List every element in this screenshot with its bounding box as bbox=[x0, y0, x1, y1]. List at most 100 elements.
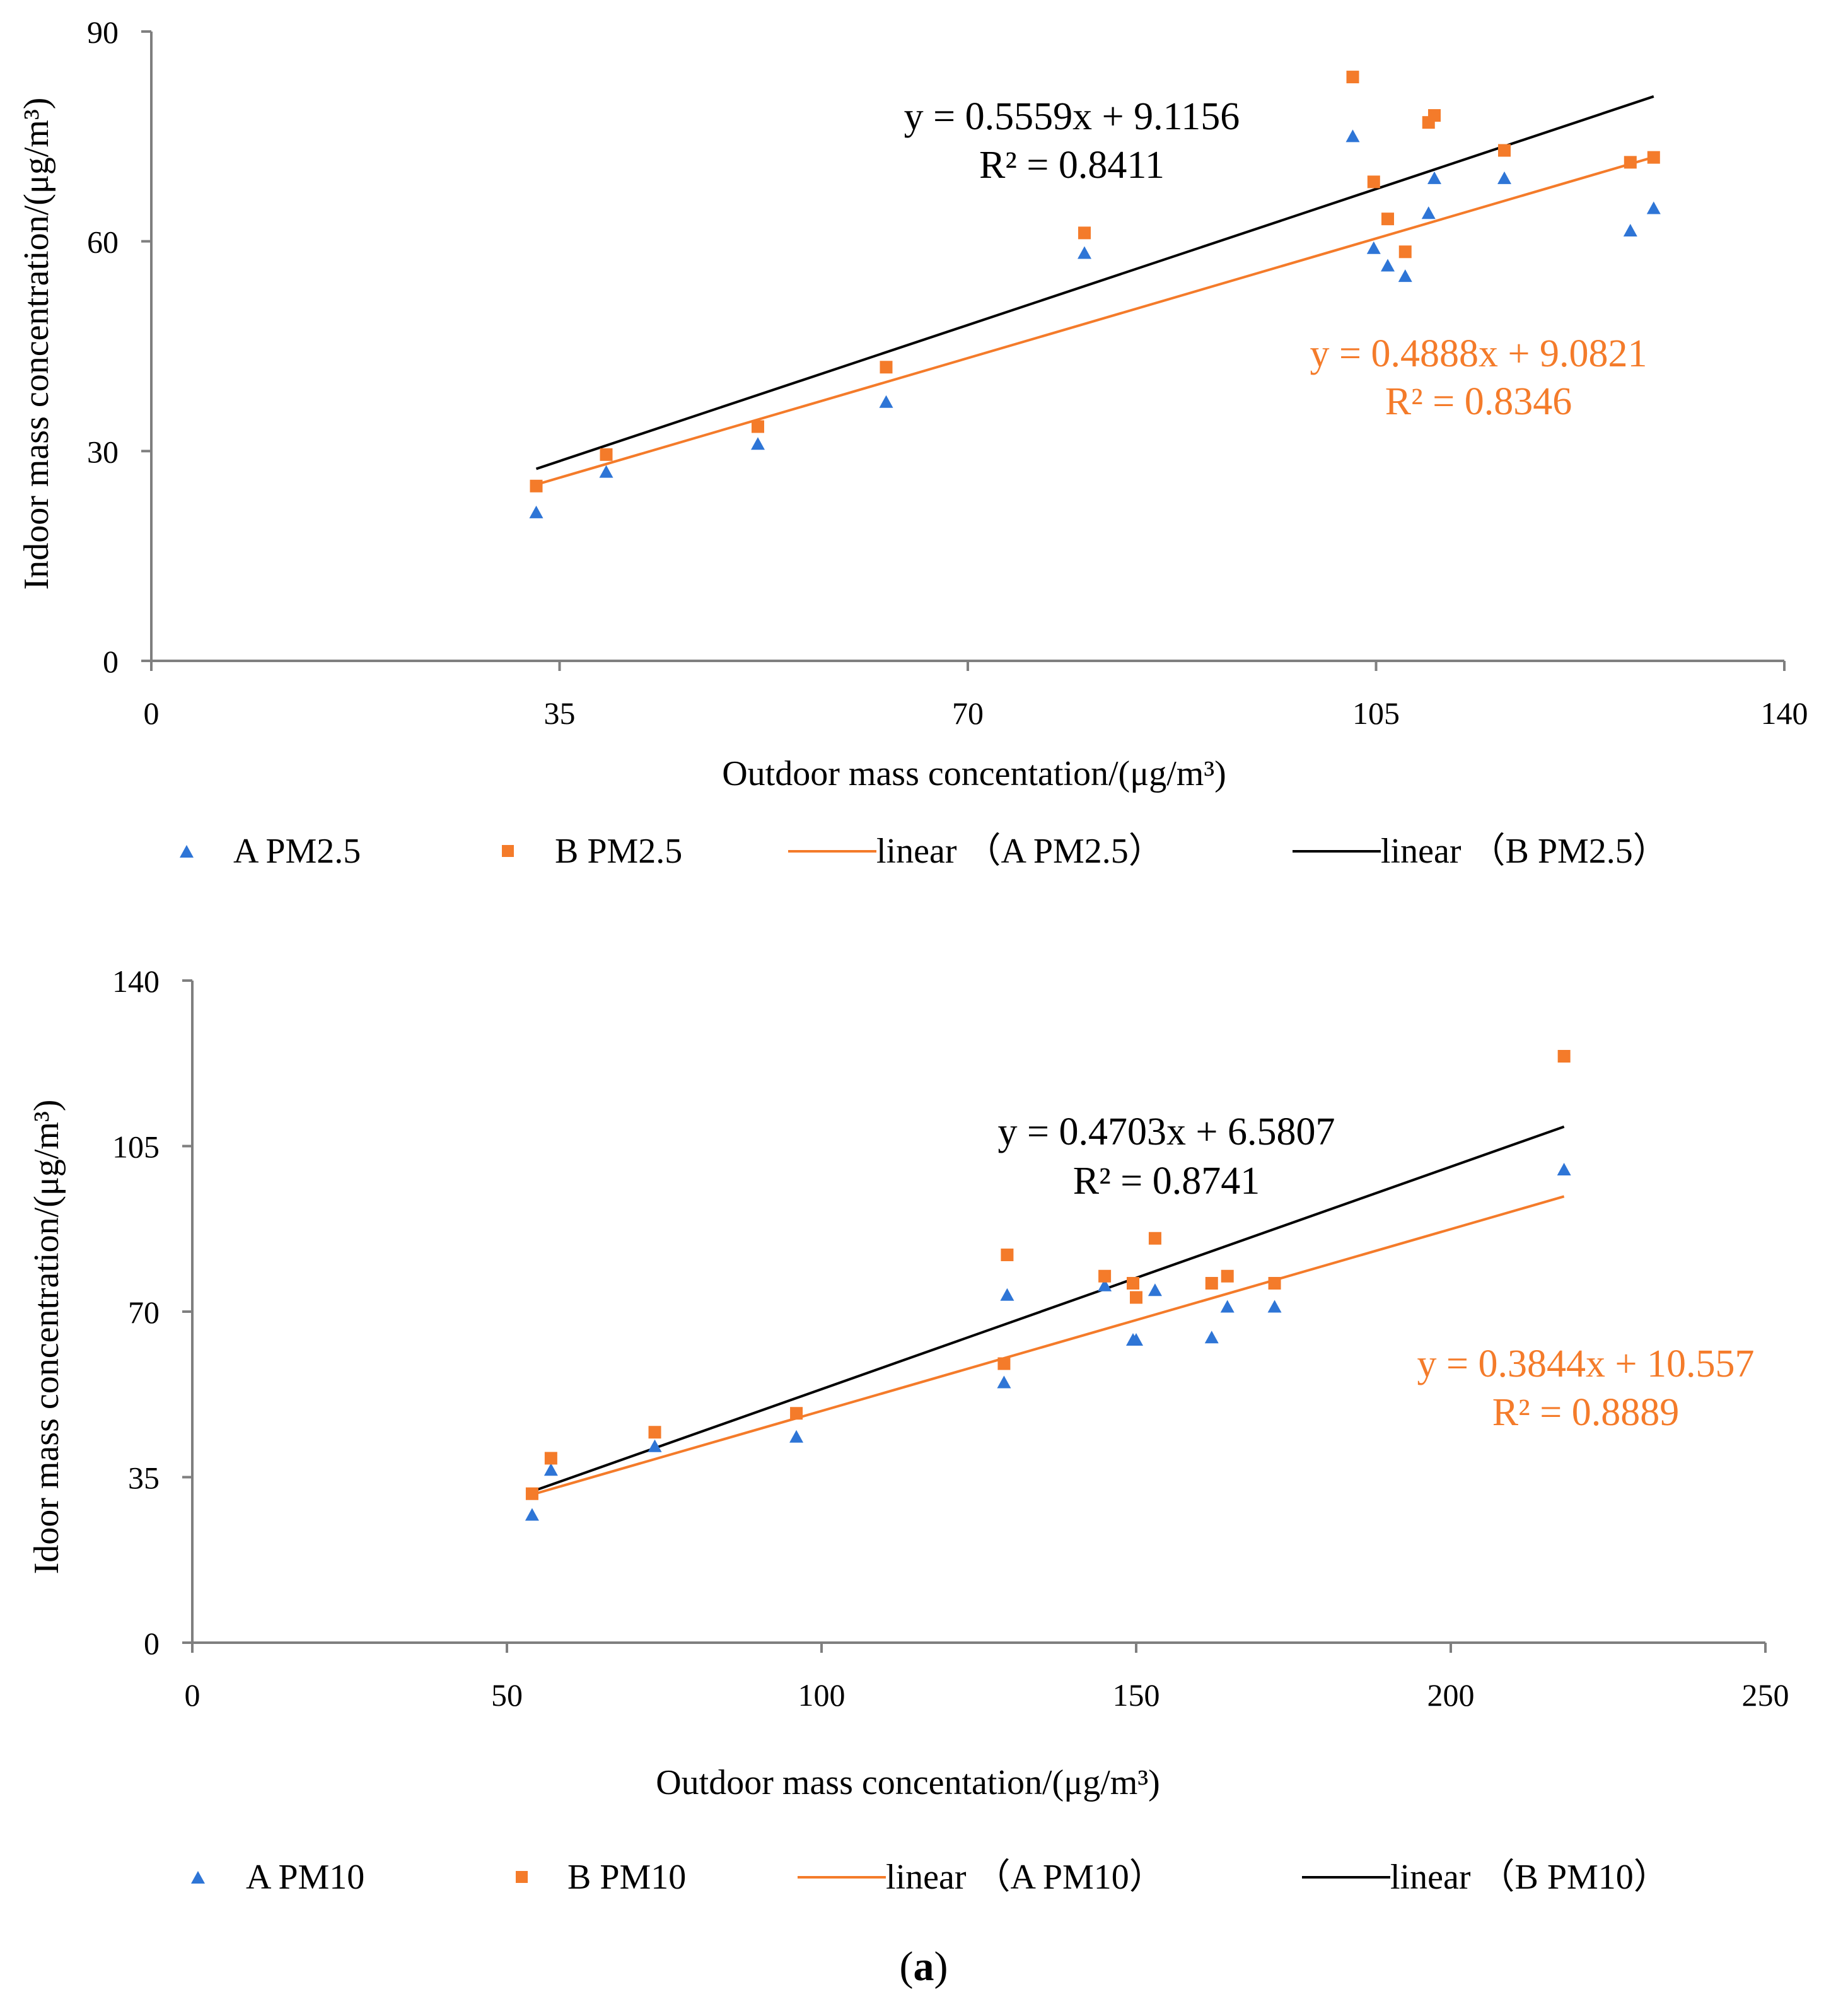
pm10-legend-label-a: A PM10 bbox=[246, 1858, 364, 1897]
figure-caption: (a) bbox=[900, 1943, 948, 1990]
pm10-point-b bbox=[1130, 1291, 1142, 1304]
pm25-point-b bbox=[1498, 144, 1511, 157]
pm10-point-b bbox=[1127, 1277, 1140, 1290]
pm10-x-tick-label: 100 bbox=[798, 1677, 846, 1713]
pm10-point-a bbox=[1098, 1278, 1112, 1291]
pm10-fit-line-b bbox=[532, 1125, 1565, 1493]
pm25-legend: A PM2.5 B PM2.5 linear （A PM2.5） linear … bbox=[180, 832, 1668, 871]
pm25-point-b bbox=[752, 420, 764, 433]
pm25-legend-label-a: A PM2.5 bbox=[233, 832, 361, 871]
pm10-point-a bbox=[1000, 1288, 1014, 1301]
pm25-point-a bbox=[1078, 246, 1091, 259]
pm25-fit-a-equation: y = 0.4888x + 9.0821 bbox=[1310, 332, 1648, 375]
pm10-point-b bbox=[1205, 1277, 1218, 1290]
pm25-x-tick-label: 140 bbox=[1761, 696, 1808, 731]
pm10-legend-label-b: B PM10 bbox=[567, 1858, 686, 1897]
pm25-x-tick-label: 35 bbox=[544, 696, 576, 731]
pm10-legend-label-fit-a: linear （A PM10） bbox=[886, 1858, 1165, 1897]
pm10-fit-line-a bbox=[532, 1195, 1565, 1496]
pm25-fit-line-b bbox=[535, 95, 1654, 470]
pm25-point-a bbox=[879, 395, 893, 408]
pm10-x-tick-label: 50 bbox=[491, 1677, 523, 1713]
pm25-point-a bbox=[1366, 241, 1381, 254]
pm10-point-b bbox=[1268, 1277, 1281, 1290]
pm25-y-tick-label: 0 bbox=[103, 644, 119, 679]
pm10-chart: 0 50 100 150 200 250 0 35 70 105 140 y = 0.4703x +… bbox=[27, 964, 1789, 1897]
pm10-legend-label-fit-b: linear （B PM10） bbox=[1390, 1858, 1669, 1897]
pm10-point-b bbox=[1221, 1269, 1234, 1283]
pm10-y-tick-label: 105 bbox=[112, 1129, 160, 1165]
pm10-point-b bbox=[997, 1357, 1011, 1370]
pm25-fit-line-a bbox=[535, 156, 1654, 486]
pm10-y-tick-label: 0 bbox=[144, 1626, 160, 1661]
pm25-y-tick-label: 60 bbox=[87, 224, 119, 260]
pm10-fit-a-r2: R² = 0.8889 bbox=[1492, 1391, 1679, 1434]
pm25-point-a bbox=[1345, 129, 1360, 143]
pm25-point-b bbox=[1647, 151, 1660, 164]
pm25-x-axis-label: Outdoor mass concentation/(μg/m³) bbox=[722, 754, 1226, 793]
pm10-y-tick-label: 140 bbox=[112, 964, 160, 999]
pm25-point-a bbox=[1421, 206, 1436, 219]
pm25-point-a bbox=[599, 465, 613, 478]
pm10-fit-b-equation: y = 0.4703x + 6.5807 bbox=[998, 1110, 1335, 1153]
pm10-legend-marker-a bbox=[191, 1871, 205, 1884]
pm10-plot-area: 0 50 100 150 200 250 0 35 70 105 140 bbox=[112, 964, 1789, 1713]
pm10-point-b bbox=[1098, 1269, 1112, 1283]
pm10-point-a bbox=[648, 1439, 662, 1452]
pm10-point-b bbox=[648, 1426, 661, 1439]
pm10-fit-b-r2: R² = 0.8741 bbox=[1073, 1160, 1260, 1203]
pm10-point-a bbox=[997, 1375, 1011, 1389]
pm25-point-a bbox=[1398, 269, 1412, 283]
pm25-legend-marker-b bbox=[502, 845, 514, 857]
pm25-point-b bbox=[1428, 109, 1441, 122]
pm25-x-tick-label: 0 bbox=[144, 696, 160, 731]
pm25-point-b bbox=[1398, 245, 1412, 259]
pm25-point-b bbox=[1624, 156, 1637, 169]
pm10-point-a bbox=[789, 1430, 804, 1443]
pm10-y-tick-label: 35 bbox=[128, 1460, 160, 1496]
pm10-y-axis-label: Idoor mass concentration/(μg/m³) bbox=[27, 1100, 66, 1575]
pm10-point-a bbox=[543, 1463, 558, 1476]
pm10-point-b bbox=[1001, 1249, 1014, 1261]
pm25-point-a bbox=[1497, 171, 1511, 184]
pm10-point-a bbox=[1148, 1283, 1162, 1296]
pm10-point-b bbox=[544, 1452, 557, 1465]
pm10-fit-a-equation: y = 0.3844x + 10.557 bbox=[1417, 1343, 1755, 1385]
pm25-legend-label-fit-b: linear （B PM2.5） bbox=[1381, 832, 1668, 871]
pm10-point-b bbox=[790, 1407, 803, 1420]
pm25-legend-label-b: B PM2.5 bbox=[555, 832, 682, 871]
pm25-fit-b-r2: R² = 0.8411 bbox=[979, 144, 1165, 187]
pm25-point-a bbox=[1623, 224, 1637, 237]
pm10-point-b bbox=[525, 1487, 538, 1500]
pm25-point-b bbox=[880, 361, 893, 374]
pm25-point-a bbox=[1646, 201, 1661, 214]
pm25-fit-b-equation: y = 0.5559x + 9.1156 bbox=[904, 95, 1240, 138]
pm25-y-tick-label: 30 bbox=[87, 434, 119, 469]
pm25-fit-a-r2: R² = 0.8346 bbox=[1385, 380, 1572, 423]
pm10-x-tick-label: 0 bbox=[185, 1677, 200, 1713]
pm10-x-axis-label: Outdoor mass concentation/(μg/m³) bbox=[656, 1763, 1160, 1802]
pm25-y-tick-label: 90 bbox=[87, 15, 119, 50]
pm25-point-b bbox=[1078, 226, 1091, 240]
pm10-x-tick-label: 250 bbox=[1742, 1677, 1789, 1713]
pm10-legend-marker-b bbox=[516, 1871, 528, 1883]
pm10-point-a bbox=[1220, 1300, 1235, 1313]
pm10-legend: A PM10 B PM10 linear （A PM10） linear （B … bbox=[191, 1858, 1669, 1897]
pm25-point-a bbox=[529, 505, 543, 518]
pm10-y-tick-label: 70 bbox=[128, 1295, 160, 1330]
pm10-point-b bbox=[1557, 1050, 1571, 1063]
pm25-plot-area: 0 35 70 105 140 0 30 60 90 bbox=[87, 15, 1808, 731]
pm25-x-tick-label: 105 bbox=[1352, 696, 1400, 731]
pm10-point-a bbox=[1129, 1333, 1143, 1346]
pm25-point-a bbox=[751, 437, 765, 450]
pm10-point-a bbox=[1557, 1163, 1571, 1175]
pm25-point-a bbox=[1381, 259, 1395, 272]
pm25-point-a bbox=[1427, 171, 1441, 184]
pm25-point-b bbox=[600, 448, 613, 461]
pm25-point-b bbox=[1381, 213, 1394, 226]
pm25-legend-marker-a bbox=[180, 845, 194, 858]
pm25-point-b bbox=[1367, 175, 1380, 189]
pm10-point-a bbox=[1204, 1331, 1219, 1344]
